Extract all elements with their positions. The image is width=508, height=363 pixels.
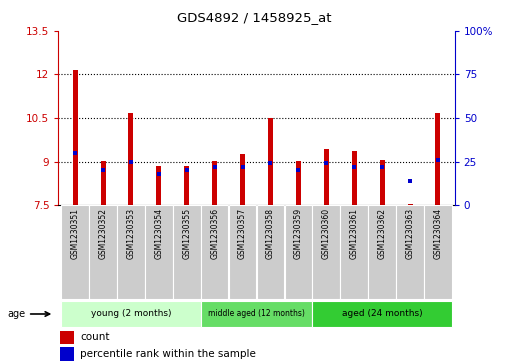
Bar [240,154,245,205]
Bar [424,205,452,299]
Text: GSM1230353: GSM1230353 [126,208,136,259]
Bar [173,205,201,299]
Text: GSM1230360: GSM1230360 [322,208,331,259]
Bar [61,205,89,299]
Bar [396,205,424,299]
Bar [368,205,396,299]
Text: aged (24 months): aged (24 months) [342,310,423,318]
Text: GSM1230358: GSM1230358 [266,208,275,259]
Text: middle aged (12 months): middle aged (12 months) [208,310,305,318]
Bar [229,205,257,299]
Bar [60,331,74,344]
Text: GDS4892 / 1458925_at: GDS4892 / 1458925_at [177,11,331,24]
Text: GSM1230364: GSM1230364 [433,208,442,259]
Text: GSM1230356: GSM1230356 [210,208,219,259]
Text: GSM1230363: GSM1230363 [405,208,415,259]
Bar [284,205,312,299]
Text: GSM1230355: GSM1230355 [182,208,192,259]
Bar [312,301,452,327]
Text: GSM1230354: GSM1230354 [154,208,164,259]
Bar [129,113,134,205]
Text: GSM1230361: GSM1230361 [350,208,359,259]
Bar [296,161,301,205]
Text: count: count [80,333,110,342]
Bar [324,149,329,205]
Bar [89,205,117,299]
Text: age: age [8,309,26,319]
Text: GSM1230359: GSM1230359 [294,208,303,259]
Text: GSM1230357: GSM1230357 [238,208,247,259]
Text: young (2 months): young (2 months) [91,310,171,318]
Text: GSM1230352: GSM1230352 [99,208,108,259]
Bar [201,205,229,299]
Bar [379,159,385,205]
Bar [407,204,412,205]
Bar [268,118,273,205]
Bar [435,113,440,205]
Bar [184,167,189,205]
Bar [101,161,106,205]
Bar [352,151,357,205]
Text: percentile rank within the sample: percentile rank within the sample [80,349,256,359]
Bar [61,301,201,327]
Bar [60,347,74,360]
Bar [156,166,162,205]
Bar [340,205,368,299]
Text: GSM1230351: GSM1230351 [71,208,80,259]
Bar [212,161,217,205]
Bar [201,301,312,327]
Bar [312,205,340,299]
Bar [257,205,284,299]
Text: GSM1230362: GSM1230362 [377,208,387,259]
Bar [73,70,78,205]
Bar [145,205,173,299]
Bar [117,205,145,299]
